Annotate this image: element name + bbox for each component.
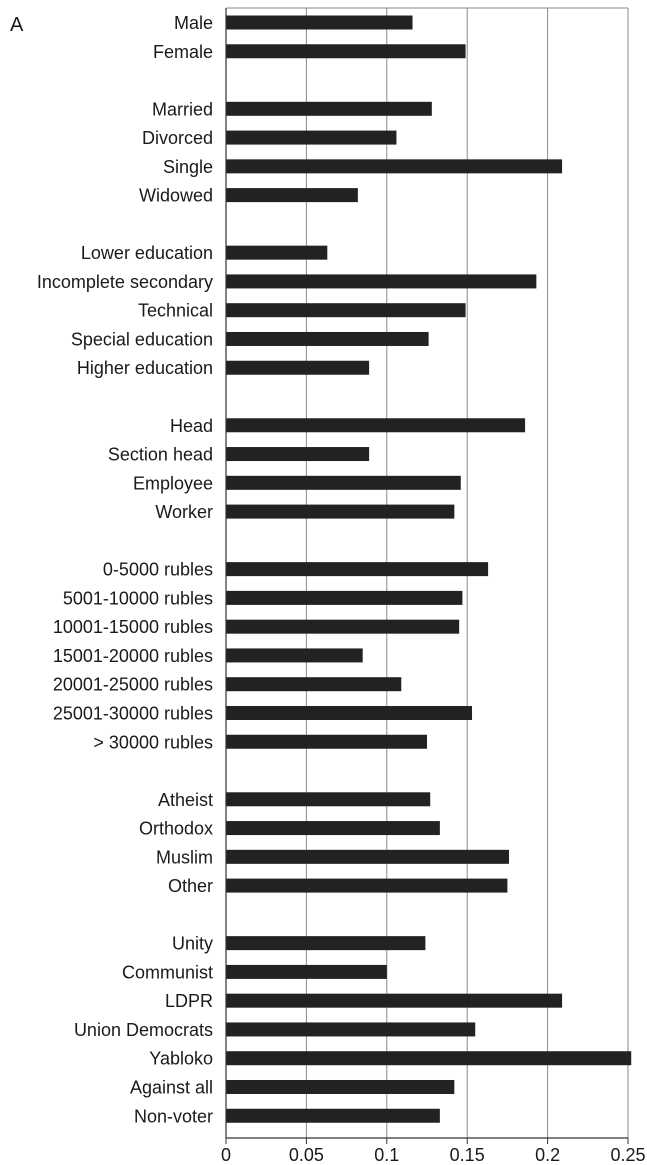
category-labels: Male Female Married Divorced Single Widowed Lo… [37,13,213,1126]
category-label: Union Democrats [74,1020,213,1040]
category-label: > 30000 rubles [93,732,213,752]
bar [226,130,397,145]
panel-label: A [10,14,24,36]
bar [226,447,370,462]
bar [226,44,466,59]
bar [226,188,358,203]
bar [226,159,563,174]
bar [226,677,402,692]
bar [226,15,413,30]
x-tick-label: 0.05 [289,1145,324,1165]
bar [226,878,508,893]
category-label: Higher education [77,358,213,378]
bar [226,1079,455,1094]
category-label: LDPR [165,991,213,1011]
bar [226,360,370,375]
bars [226,15,632,1123]
category-label: Incomplete secondary [37,272,213,292]
x-tick-label: 0.25 [610,1145,645,1165]
category-label: 20001-25000 rubles [53,675,213,695]
bar [226,936,426,951]
category-label: Male [174,13,213,33]
x-tick-label: 0 [221,1145,231,1165]
category-label: Other [168,876,213,896]
category-label: 15001-20000 rubles [53,646,213,666]
bar [226,734,427,749]
category-label: Married [152,99,213,119]
bar [226,705,473,720]
bar [226,1051,632,1066]
category-label: Female [153,42,213,62]
bar [226,475,461,490]
category-label: 5001-10000 rubles [63,588,213,608]
category-label: Special education [71,329,213,349]
bar [226,619,460,634]
category-label: Employee [133,473,213,493]
category-label: Communist [122,962,213,982]
bar [226,648,363,663]
bar [226,1108,440,1123]
bar [226,101,432,116]
category-label: 0-5000 rubles [103,560,213,580]
category-label: Atheist [158,790,213,810]
category-label: Worker [155,502,213,522]
x-tick-label: 0.1 [374,1145,399,1165]
category-label: Unity [172,934,213,954]
bar [226,849,510,864]
bar [226,274,537,289]
x-tick-label: 0.15 [450,1145,485,1165]
bar [226,1022,476,1037]
category-label: Yabloko [149,1049,213,1069]
bar [226,504,455,519]
bar [226,245,328,260]
x-axis: 0 0.05 0.1 0.15 0.2 0.25 [221,8,646,1165]
category-label: Head [170,416,213,436]
x-tick-label: 0.2 [535,1145,560,1165]
bar [226,331,429,346]
category-label: Technical [138,301,213,321]
category-label: Lower education [81,243,213,263]
category-label: Section head [108,445,213,465]
category-label: Divorced [142,128,213,148]
category-label: 25001-30000 rubles [53,703,213,723]
category-label: Widowed [139,186,213,206]
bar [226,562,489,577]
bar [226,964,387,979]
bar [226,821,440,836]
category-label: Muslim [156,847,213,867]
category-label: 10001-15000 rubles [53,617,213,637]
category-label: Single [163,157,213,177]
bar [226,303,466,318]
category-label: Against all [130,1077,213,1097]
bar [226,590,463,605]
bar [226,993,563,1008]
category-label: Non-voter [134,1106,213,1126]
category-label: Orthodox [139,819,213,839]
bar [226,418,526,433]
bar [226,792,431,807]
